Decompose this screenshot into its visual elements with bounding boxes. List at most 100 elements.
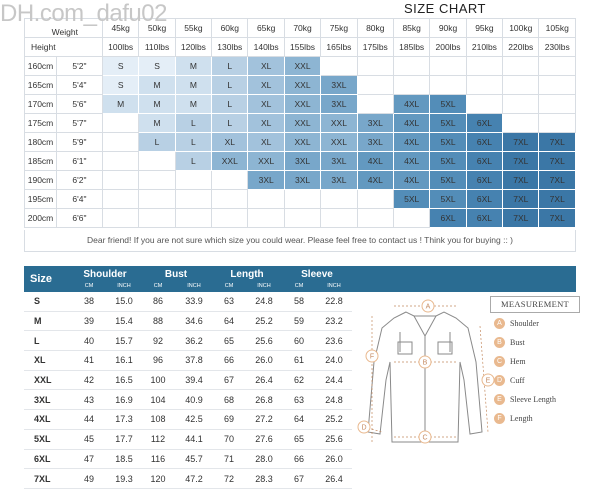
size-cell: 4XL [356,170,394,190]
measurement-value: 36.2 [176,330,212,352]
size-label: 5XL [24,429,70,450]
measurement-value: 120 [140,468,176,489]
size-label: 7XL [24,468,70,489]
measurement-value: 25.2 [246,311,282,332]
size-cell [502,56,540,76]
size-cell: 6XL [465,170,504,190]
unit-label: INCH [187,283,201,289]
height-ft: 5'4" [55,75,103,95]
size-chart-row: 175cm 5'7" M L L XL XXL XXL 3XL 4XL 5XL 6XL [24,113,576,133]
measurement-value: 24.8 [316,389,352,411]
measurement-value: 44.1 [176,429,212,450]
size-cell: M [174,94,213,114]
measurement-value: 19.3 [108,468,140,489]
size-cell [356,94,394,114]
size-cell: 3XL [356,132,394,152]
size-cell [283,208,322,228]
diagram-badge-circle [365,349,379,363]
size-cell: 4XL [392,132,431,152]
length-column-header: Length [230,269,264,280]
legend-item: C Hem [490,352,580,370]
size-cell: 3XL [320,170,358,190]
size-cell: XL [247,75,285,95]
legend-badge: C [494,355,505,367]
measurement-value: 26.0 [246,350,282,371]
shirt-outline-icon [367,311,483,443]
measurement-value: 28.3 [246,468,282,489]
measurement-value: 69 [212,409,246,430]
measurement-value: 92 [140,330,176,352]
size-cell [138,151,176,171]
size-cell: L [174,132,213,152]
size-cell [138,189,176,209]
size-cell: 4XL [356,151,394,171]
size-chart-table: Weight 45kg 50kg 55kg 60kg 65kg 70kg 75kg 80kg 85… [24,18,576,228]
measurement-value: 26.4 [246,370,282,391]
size-chart-row: 180cm 5'9" L L XL XL XXL XXL 3XL 4XL 5XL 6XL 7XL 7XL [24,132,576,152]
size-cell: 3XL [247,170,285,190]
weight-lbs-header: 230lbs [538,37,576,57]
legend-badge: D [494,374,505,386]
size-cell: 3XL [356,113,394,133]
measurement-value: 96 [140,350,176,371]
legend-badge: E [494,393,505,405]
size-cell: M [174,56,213,76]
weight-lbs-header: 155lbs [283,37,322,57]
size-cell: 4XL [392,170,431,190]
size-cell: XXL [283,113,322,133]
legend-label: Cuff [510,375,525,385]
measurement-value: 70 [212,429,246,450]
measurement-legend-title: MEASUREMENT [490,296,580,313]
legend-label: Hem [510,356,526,366]
measurement-value: 112 [140,429,176,450]
legend-item: F Length [490,409,580,427]
size-cell: 7XL [538,170,576,190]
measurement-value: 65 [212,330,246,352]
size-cell [392,56,431,76]
size-cell: L [174,113,213,133]
weight-lbs-header: 110lbs [138,37,176,57]
weight-kg-header: 55kg [174,18,213,38]
weight-kg-header: 60kg [211,18,249,38]
measurement-value: 45 [70,429,108,450]
measurement-row: XL 41 16.1 96 37.8 66 26.0 61 24.0 [24,350,352,371]
measurement-legend: MEASUREMENT A Shoulder B Bust C Hem D Cuff E Slee… [490,296,580,427]
size-column-header: Size [30,273,53,285]
size-label: 3XL [24,389,70,411]
size-cell [101,170,140,190]
legend-badge: A [494,317,505,329]
height-ft: 5'6" [55,94,103,114]
measurement-value: 68 [212,389,246,411]
measurement-value: 24.8 [246,292,282,312]
measurement-value: 23.2 [316,311,352,332]
measurement-value: 58 [282,292,316,312]
size-chart-row: 165cm 5'4" S M M L XL XXL 3XL [24,75,576,95]
size-chart-row: 185cm 6'1" L XXL XXL 3XL 3XL 4XL 4XL 5XL 6XL 7XL 7XL [24,151,576,171]
measurement-table: Size Shoulder Bust Length Sleeve CM INCH CM INCH… [24,266,352,489]
weight-kg-header: 100kg [502,18,540,38]
size-cell: M [138,75,176,95]
measurement-value: 67 [282,468,316,489]
diagram-badge-label: D [361,425,366,432]
size-cell: M [138,113,176,133]
unit-label: CM [153,283,163,289]
unit-label: CM [294,283,304,289]
size-cell: XXL [283,56,322,76]
measurement-value: 17.7 [108,429,140,450]
size-cell [101,113,140,133]
height-cm: 180cm [24,132,57,152]
weight-kg-header: 70kg [283,18,322,38]
size-cell: 4XL [392,94,431,114]
measurement-row: 7XL 49 19.3 120 47.2 72 28.3 67 26.4 [24,468,352,489]
legend-label: Length [510,413,533,423]
size-cell: 7XL [502,151,540,171]
legend-label: Shoulder [510,318,539,328]
size-chart-row: 190cm 6'2" 3XL 3XL 3XL 4XL 4XL 5XL 6XL 7XL 7XL [24,170,576,190]
height-ft: 5'2" [55,56,103,76]
size-cell [465,94,504,114]
size-cell [465,56,504,76]
size-cell: 7XL [502,189,540,209]
height-cm: 165cm [24,75,57,95]
measurement-value: 61 [282,350,316,371]
measurement-value: 41 [70,350,108,371]
